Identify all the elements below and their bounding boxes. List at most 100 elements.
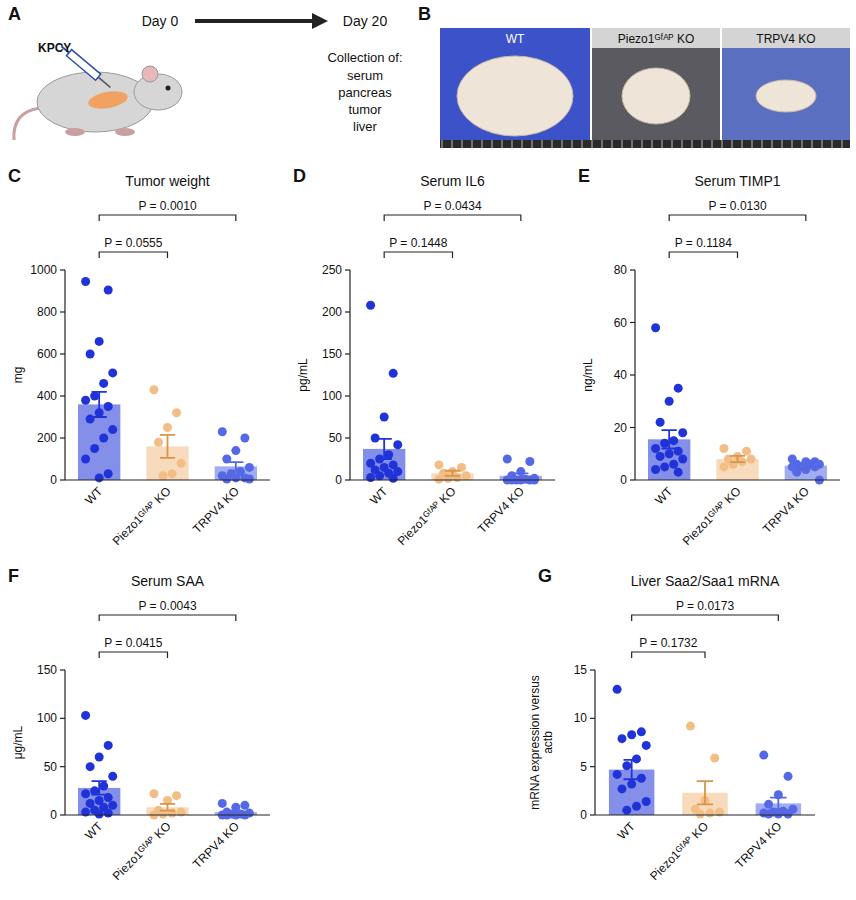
label: serum <box>347 68 383 83</box>
significance-bracket <box>384 252 452 258</box>
data-point <box>231 473 240 482</box>
tick-label: 250 <box>322 263 342 277</box>
y-tick <box>345 395 350 396</box>
p-value: P = 0.1732 <box>639 636 697 650</box>
data-point <box>245 463 254 472</box>
category-label: Piezo1ᴳᶠᴬᴾ KO <box>680 484 744 548</box>
y-tick <box>60 814 65 815</box>
data-point <box>95 810 104 819</box>
data-point <box>172 791 181 800</box>
data-point <box>651 323 660 332</box>
tick-label: 50 <box>44 760 58 774</box>
data-point <box>719 462 728 471</box>
plot-area <box>648 323 827 484</box>
y-tick <box>590 766 595 767</box>
data-point <box>759 751 768 760</box>
data-point <box>81 396 90 405</box>
ruler-tick <box>692 140 693 148</box>
category-label: Piezo1ᴳᶠᴬᴾ KO <box>110 484 174 548</box>
tick-label: 10 <box>574 711 588 725</box>
error-bar <box>228 462 243 470</box>
label: Day 20 <box>343 13 388 29</box>
data-point <box>686 722 695 731</box>
data-point <box>434 475 443 484</box>
p-value: P = 0.0010 <box>138 199 196 213</box>
data-point <box>81 711 90 720</box>
p-value: P = 0.0043 <box>138 599 196 613</box>
x-axis <box>350 479 555 480</box>
syringe-needle <box>98 77 110 87</box>
significance-bracket <box>384 215 521 221</box>
ruler-tick <box>782 140 783 148</box>
label: KPCY <box>38 41 71 55</box>
y-tick <box>630 479 635 480</box>
data-point <box>86 762 95 771</box>
chart-title: Serum TIMP1 <box>694 173 780 189</box>
tick-label: 0 <box>50 808 57 822</box>
y-tick <box>60 311 65 312</box>
mouse-body <box>37 72 153 132</box>
tick-label: 5 <box>580 760 587 774</box>
data-point <box>613 770 622 779</box>
error-bar <box>623 760 639 779</box>
error-bar <box>662 430 677 448</box>
p-value: P = 0.1184 <box>675 236 733 250</box>
label: Collection of: <box>327 50 402 65</box>
data-point <box>742 447 751 456</box>
p-value: P = 0.0555 <box>104 236 162 250</box>
significance-bracket <box>632 652 705 658</box>
ruler-tick <box>652 140 653 148</box>
chart-title: Tumor weight <box>125 173 209 189</box>
error-bar <box>160 804 175 811</box>
label: liver <box>353 119 378 134</box>
ruler-tick <box>742 140 743 148</box>
data-point <box>434 460 443 469</box>
data-point <box>389 474 398 483</box>
error-bar <box>160 435 175 458</box>
axis-title: mg <box>11 367 25 384</box>
data-point <box>784 810 793 819</box>
photo-panel <box>722 28 850 146</box>
data-point <box>90 392 99 401</box>
data-point <box>393 440 402 449</box>
data-point <box>617 734 626 743</box>
ruler-tick <box>442 140 443 148</box>
y-tick <box>345 353 350 354</box>
data-point <box>177 459 186 468</box>
data-point <box>660 439 669 448</box>
pancreas <box>87 89 129 112</box>
photo-strip <box>592 28 720 48</box>
data-point <box>149 789 158 798</box>
data-point <box>792 468 801 477</box>
ruler-tick <box>822 140 823 148</box>
mouse-leg <box>115 128 135 136</box>
axis-title-line: actb <box>541 731 555 754</box>
axis-title: μg/mL <box>11 725 25 759</box>
significance-bracket <box>632 615 779 621</box>
chart-title: Serum SAA <box>131 573 205 589</box>
ruler-tick <box>592 140 593 148</box>
data-point <box>95 473 104 482</box>
data-point <box>669 436 678 445</box>
data-point <box>240 434 249 443</box>
significance-bracket <box>99 252 167 258</box>
y-tick <box>60 269 65 270</box>
data-point <box>99 434 108 443</box>
p-value: P = 0.0130 <box>708 199 766 213</box>
data-point <box>642 741 651 750</box>
error-bar <box>513 473 528 478</box>
ruler-tick <box>462 140 463 148</box>
data-point <box>642 797 651 806</box>
data-point <box>104 741 113 750</box>
y-tick <box>60 479 65 480</box>
data-point <box>222 474 231 483</box>
ruler-tick <box>712 140 713 148</box>
data-point <box>678 428 687 437</box>
significance-bracket <box>99 615 236 621</box>
data-point <box>81 277 90 286</box>
y-tick <box>60 353 65 354</box>
ruler-tick <box>642 140 643 148</box>
ruler-tick <box>732 140 733 148</box>
data-point <box>380 413 389 422</box>
data-point <box>366 473 375 482</box>
